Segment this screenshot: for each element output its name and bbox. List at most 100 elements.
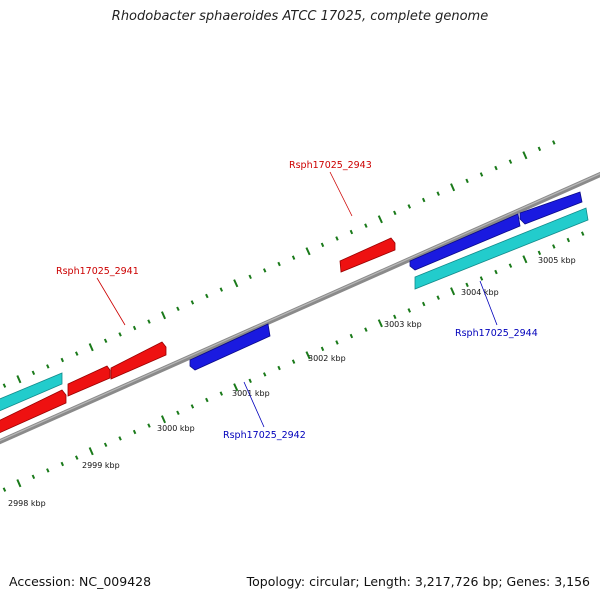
rna-feature-right[interactable] <box>414 207 589 290</box>
inner-track-major-tick <box>160 415 167 424</box>
outer-track-major-tick <box>305 247 311 256</box>
feature-track <box>0 191 589 437</box>
tick-label-0: 2998 kbp <box>8 499 46 508</box>
rna-feature-left[interactable] <box>0 372 63 415</box>
inner-track-minor-tick <box>407 308 412 313</box>
inner-track-minor-tick <box>277 365 281 371</box>
inner-track-minor-tick <box>132 429 137 435</box>
callout-line-rsph17025-2942 <box>243 381 265 428</box>
inner-track-minor-tick <box>248 378 252 384</box>
outer-track-minor-tick <box>421 197 426 203</box>
gene-label-rsph17025-2941[interactable]: Rsph17025_2941 <box>56 266 139 277</box>
inner-track-major-tick <box>233 383 239 392</box>
outer-track-major-tick <box>88 343 94 352</box>
inner-track-minor-tick <box>190 404 195 409</box>
tick-label-2: 3000 kbp <box>157 424 195 433</box>
outer-track-minor-tick <box>364 223 368 228</box>
inner-track-minor-tick <box>364 327 368 332</box>
outer-track-minor-tick <box>118 332 122 337</box>
gene-label-rsph17025-2944[interactable]: Rsph17025_2944 <box>455 328 538 339</box>
gene-label-rsph17025-2943[interactable]: Rsph17025_2943 <box>289 160 372 171</box>
gene-forward-left-1[interactable] <box>0 389 67 437</box>
tick-label-3: 3001 kbp <box>232 389 270 398</box>
inner-track-major-tick <box>377 319 383 328</box>
outer-track-minor-tick <box>407 204 412 209</box>
tick-label-1: 2999 kbp <box>82 461 120 470</box>
outer-track-minor-tick <box>132 325 137 331</box>
outer-track-minor-tick <box>335 236 339 241</box>
inner-track-minor-tick <box>494 269 498 275</box>
inner-track-minor-tick <box>479 276 484 281</box>
inner-track-minor-tick <box>31 474 36 480</box>
gene-reverse-rsph17025-2944[interactable] <box>519 191 583 225</box>
inner-track-minor-tick <box>46 468 50 473</box>
callout-line-rsph17025-2943 <box>329 171 353 217</box>
inner-track-minor-tick <box>566 237 571 243</box>
inner-track-minor-tick <box>436 295 440 300</box>
inner-track-minor-tick <box>335 340 339 345</box>
outer-track-minor-tick <box>262 268 267 273</box>
outer-track-minor-tick <box>2 383 7 388</box>
outer-track-major-tick <box>160 311 167 320</box>
inner-track-minor-tick <box>393 314 397 320</box>
outer-track-minor-tick <box>552 140 556 145</box>
genome-summary-text: Topology: circular; Length: 3,217,726 bp… <box>246 574 590 589</box>
outer-track-minor-tick <box>147 319 151 324</box>
inner-track-minor-tick <box>118 436 122 441</box>
tick-labels: 2998 kbp 2999 kbp 3000 kbp 3001 kbp 3002 kbp… <box>8 256 576 508</box>
outer-track-minor-tick <box>31 370 36 376</box>
outer-track-major-tick <box>522 151 528 160</box>
inner-track-minor-tick <box>349 333 354 339</box>
inner-track-minor-tick <box>219 391 224 396</box>
callout-line-rsph17025-2941 <box>96 277 126 326</box>
outer-track-minor-tick <box>320 242 325 248</box>
outer-track-major-tick <box>233 279 239 288</box>
inner-track-major-tick <box>450 287 456 296</box>
tick-label-7: 3005 kbp <box>538 256 576 265</box>
callout-line-rsph17025-2944 <box>479 280 498 326</box>
outer-track-minor-tick <box>465 178 469 184</box>
outer-track-minor-tick <box>349 229 354 235</box>
outer-track-minor-tick <box>508 159 513 164</box>
inner-track-minor-tick <box>2 487 7 492</box>
genome-backbone <box>0 171 600 445</box>
outer-track-minor-tick <box>219 287 224 292</box>
outer-track-minor-tick <box>46 364 50 369</box>
inner-track-major-tick <box>305 351 311 360</box>
inner-track-minor-tick <box>103 442 108 448</box>
accession-text: Accession: NC_009428 <box>9 574 152 589</box>
inner-track-minor-tick <box>421 301 426 307</box>
outer-track-minor-tick <box>479 172 484 177</box>
outer-track-minor-tick <box>176 306 180 312</box>
genome-backbone-highlight <box>0 173 600 442</box>
inner-track-minor-tick <box>465 282 469 288</box>
outer-track-major-tick <box>377 215 383 224</box>
gene-forward-rsph17025-2943[interactable] <box>339 237 396 273</box>
outer-track-minor-tick <box>248 274 252 280</box>
gene-label-rsph17025-2942[interactable]: Rsph17025_2942 <box>223 430 306 441</box>
outer-track-minor-tick <box>393 210 397 216</box>
gene-reverse-middle[interactable] <box>409 213 521 271</box>
outer-track-major-tick <box>16 375 22 384</box>
gene-reverse-rsph17025-2942[interactable] <box>189 323 271 371</box>
gene-forward-rsph17025-2941[interactable] <box>110 341 167 380</box>
outer-track-minor-tick <box>494 165 498 171</box>
gene-forward-left-2[interactable] <box>67 365 111 397</box>
outer-track-major-tick <box>450 183 456 192</box>
inner-track-minor-tick <box>291 359 296 364</box>
tick-label-6: 3004 kbp <box>461 288 499 297</box>
outer-track-minor-tick <box>537 146 542 152</box>
inner-track-minor-tick <box>262 372 267 377</box>
inner-track-minor-tick <box>60 461 65 467</box>
outer-track-minor-tick <box>60 357 65 363</box>
tick-label-4: 3002 kbp <box>308 354 346 363</box>
inner-track-major-tick <box>16 479 22 488</box>
outer-track-minor-tick <box>436 191 440 196</box>
inner-track-minor-tick <box>508 263 513 268</box>
tick-label-5: 3003 kbp <box>384 320 422 329</box>
inner-track-minor-tick <box>552 244 556 249</box>
inner-track-minor-tick <box>147 423 151 428</box>
inner-track-minor-tick <box>74 455 79 460</box>
inner-track-major-tick <box>522 255 528 264</box>
